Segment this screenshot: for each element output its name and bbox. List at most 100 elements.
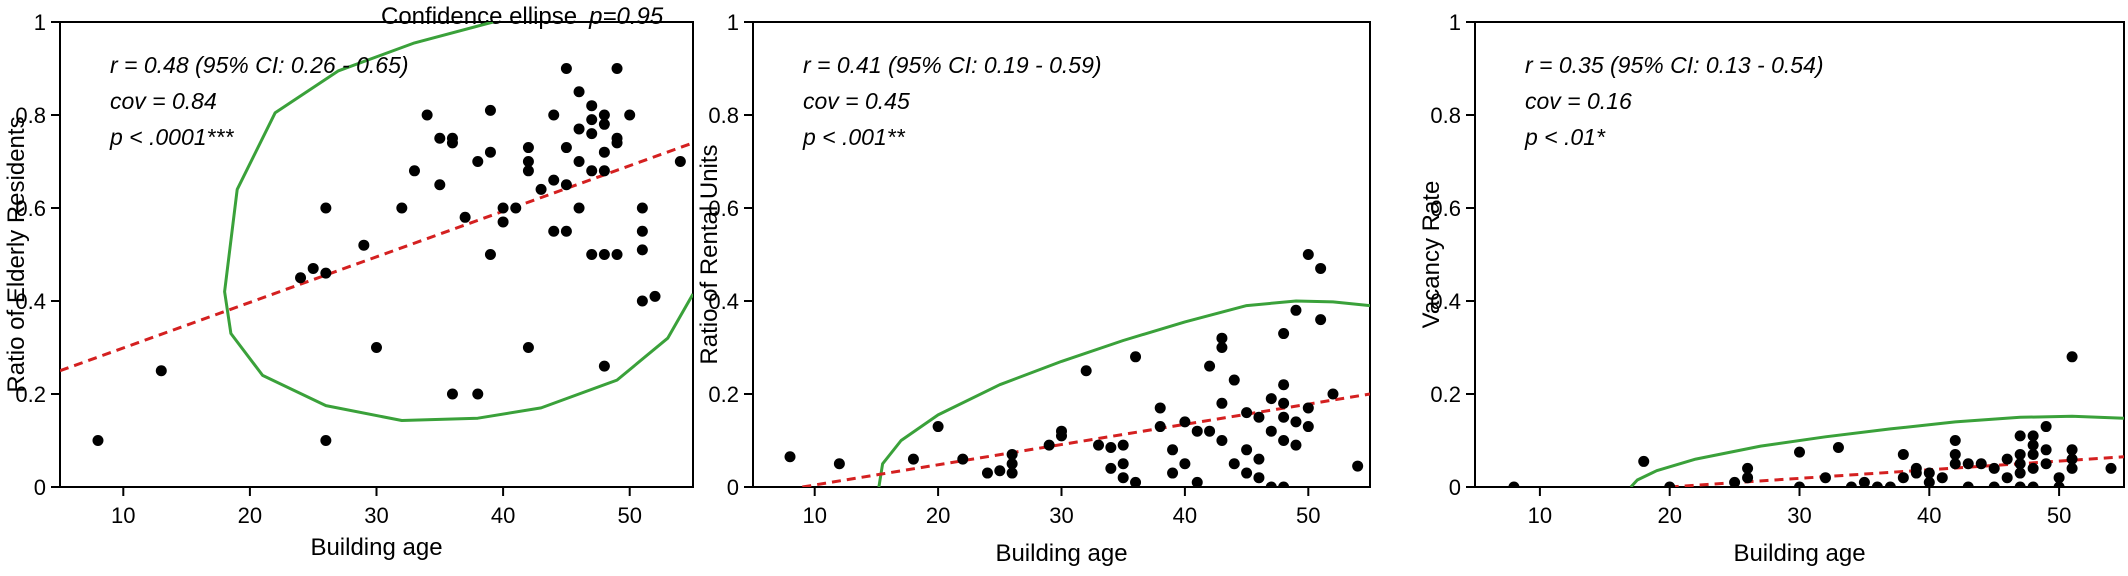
stat-annotation: cov = 0.45 [803, 88, 910, 114]
data-point [497, 216, 509, 228]
plot-area [1508, 351, 2124, 487]
data-point [320, 435, 332, 446]
data-point [1988, 462, 2000, 474]
data-point [1664, 481, 1676, 487]
data-point [1923, 467, 1935, 479]
data-point [1117, 472, 1129, 484]
y-tick-label: 0.8 [708, 103, 739, 128]
stat-annotation: p < .0001*** [109, 124, 234, 150]
data-point [957, 453, 969, 465]
data-point [1241, 467, 1253, 479]
data-point [320, 267, 332, 279]
data-point [2027, 430, 2039, 442]
data-point [1154, 402, 1166, 414]
data-point [396, 202, 408, 214]
data-point [92, 435, 104, 446]
data-point [560, 179, 572, 191]
data-point [1794, 481, 1805, 487]
data-point [2053, 481, 2065, 487]
data-point [2027, 439, 2039, 451]
data-point [586, 114, 598, 126]
data-point [1117, 439, 1129, 451]
data-point [636, 225, 648, 237]
data-point [598, 165, 610, 177]
data-point [573, 123, 585, 135]
data-point [307, 262, 319, 274]
y-axis-title: Vacancy Rate [1418, 181, 1445, 329]
data-point [598, 146, 610, 158]
data-point [636, 244, 648, 256]
data-point [548, 174, 560, 186]
data-point [1949, 435, 1961, 446]
data-point [1043, 439, 1055, 451]
data-point [1241, 444, 1253, 456]
data-point [1167, 467, 1179, 479]
data-point [2027, 448, 2039, 460]
stat-annotation: r = 0.35 (95% CI: 0.13 - 0.54) [1525, 52, 1824, 78]
data-point [1327, 388, 1339, 400]
data-point [1228, 458, 1240, 470]
y-tick-label: 0.8 [15, 103, 46, 128]
data-point [573, 86, 585, 98]
data-point [472, 388, 484, 400]
data-point [1897, 448, 1909, 460]
data-point [1278, 328, 1290, 340]
y-axis-title: Ratio of Elderly Residents [3, 116, 30, 392]
data-point [1253, 411, 1265, 423]
data-point [611, 249, 623, 260]
data-point [522, 342, 534, 353]
data-point [2040, 421, 2052, 433]
data-point [1241, 407, 1253, 419]
data-point [611, 132, 623, 144]
x-tick-label: 30 [1049, 503, 1073, 528]
data-point [586, 249, 598, 260]
panel-rental-units: 0 0.2 0.4 0.6 0.8 1 10 20 30 40 50 Building age Rati… [696, 10, 1371, 567]
data-point [522, 156, 534, 167]
data-point [535, 183, 547, 195]
data-point [1949, 448, 1961, 460]
data-point [1742, 462, 1754, 474]
ellipse-legend-p: p=0.95 [588, 3, 664, 30]
data-point [598, 360, 610, 372]
data-point [1871, 481, 1883, 487]
confidence-ellipse [877, 299, 1370, 487]
data-point [1265, 425, 1277, 437]
data-point [1179, 458, 1191, 470]
data-point [155, 365, 167, 377]
data-point [522, 142, 534, 154]
data-point [636, 295, 648, 307]
data-point [784, 451, 796, 463]
confidence-ellipse [223, 22, 693, 422]
data-point [1216, 397, 1228, 409]
data-point [573, 156, 585, 167]
data-point [421, 109, 433, 121]
data-point [2014, 467, 2026, 479]
data-point [907, 453, 919, 465]
data-point [1278, 435, 1290, 446]
x-axis-title: Building age [995, 540, 1127, 567]
data-point [598, 109, 610, 121]
data-point [981, 467, 993, 479]
y-tick-label: 0.4 [15, 289, 46, 314]
y-tick-label: 0.2 [15, 382, 46, 407]
data-point [1819, 472, 1831, 484]
x-tick-label: 50 [617, 503, 641, 528]
data-point [1962, 481, 1974, 487]
data-point [1167, 444, 1179, 456]
data-point [1253, 453, 1265, 465]
data-point [1290, 416, 1302, 428]
data-point [1204, 360, 1216, 372]
data-point [1265, 481, 1277, 487]
y-tick-label: 0.6 [1430, 196, 1461, 221]
data-point [1302, 421, 1314, 433]
data-point [1897, 472, 1909, 484]
y-tick-label: 1 [34, 10, 46, 35]
data-point [1216, 435, 1228, 446]
stat-annotation: p < .001** [802, 124, 906, 150]
y-axis-title: Ratio of Rental Units [696, 144, 723, 364]
stat-annotation: r = 0.48 (95% CI: 0.26 - 0.65) [110, 52, 409, 78]
data-point [573, 202, 585, 214]
data-point [1204, 425, 1216, 437]
y-tick-label: 0.2 [708, 382, 739, 407]
data-point [510, 202, 522, 214]
